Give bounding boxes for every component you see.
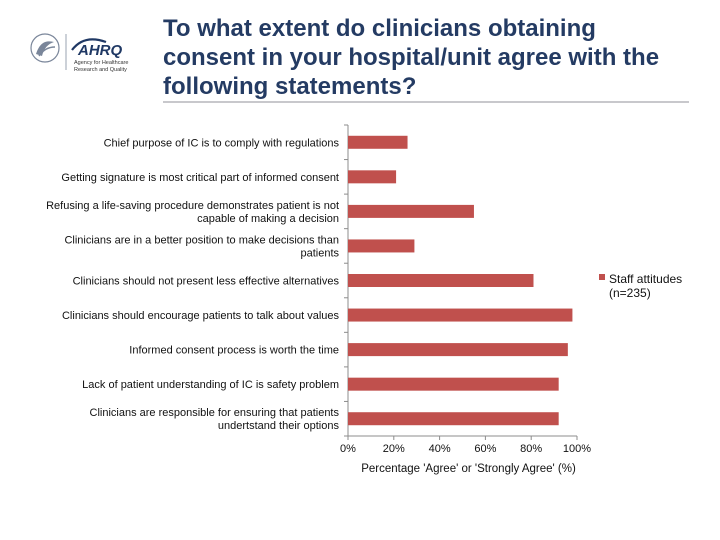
x-tick-label: 60% — [474, 443, 496, 455]
bar — [348, 135, 408, 149]
category-label: Clinicians are in a better position to m… — [64, 234, 339, 246]
x-axis-label: Percentage 'Agree' or 'Strongly Agree' (… — [361, 463, 576, 475]
logo-wordmark: AHRQ — [77, 42, 122, 59]
bar — [348, 274, 534, 287]
category-label: capable of making a decision — [197, 213, 339, 225]
x-tick-label: 20% — [383, 443, 405, 455]
category-label: Refusing a life-saving procedure demonst… — [46, 200, 339, 212]
legend-label: (n=235) — [609, 286, 651, 300]
bar — [348, 308, 573, 322]
x-tick-label: 100% — [563, 443, 591, 455]
legend-label: Staff attitudes — [609, 272, 682, 286]
bar — [348, 412, 559, 426]
x-tick-label: 40% — [429, 443, 451, 455]
category-label: Clinicians are responsible for ensuring … — [90, 407, 340, 419]
bar — [348, 170, 397, 184]
legend-swatch — [599, 274, 605, 280]
page-title: To what extent do clinicians obtaining c… — [163, 15, 660, 100]
bar — [348, 343, 568, 357]
x-tick-label: 0% — [340, 443, 356, 455]
category-label: undertstand their options — [218, 420, 340, 432]
ahrq-logo: AHRQ Agency for Healthcare Research and … — [28, 30, 148, 74]
category-label: Chief purpose of IC is to comply with re… — [104, 137, 340, 149]
title-divider — [163, 101, 689, 103]
category-label: patients — [300, 247, 339, 259]
bar — [348, 239, 415, 253]
category-label: Clinicians should not present less effec… — [73, 276, 340, 288]
bar — [348, 204, 474, 218]
logo-subtitle-line2: Research and Quality — [74, 67, 127, 73]
category-label: Lack of patient understanding of IC is s… — [82, 379, 339, 391]
bar — [348, 377, 559, 391]
category-label: Getting signature is most critical part … — [61, 172, 339, 184]
category-label: Clinicians should encourage patients to … — [62, 310, 340, 322]
logo-subtitle-line1: Agency for Healthcare — [74, 60, 128, 66]
category-label: Informed consent process is worth the ti… — [129, 345, 339, 357]
x-tick-label: 80% — [520, 443, 542, 455]
hhs-eagle-icon: AHRQ Agency for Healthcare Research and … — [30, 33, 128, 73]
